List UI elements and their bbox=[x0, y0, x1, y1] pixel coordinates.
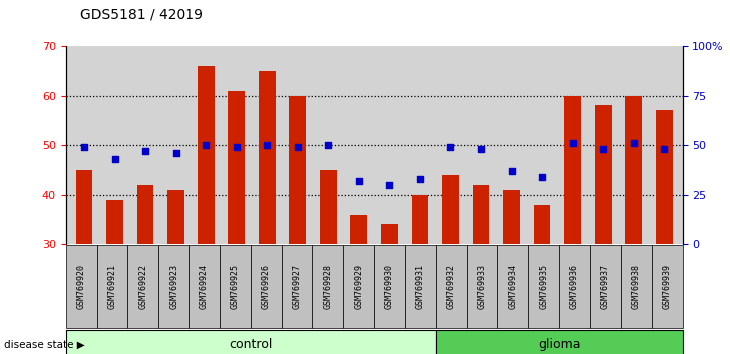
Point bbox=[383, 182, 395, 188]
Text: GSM769937: GSM769937 bbox=[601, 264, 610, 309]
Point bbox=[78, 144, 90, 150]
Point bbox=[414, 176, 426, 182]
Bar bbox=[656, 110, 672, 244]
Point bbox=[200, 142, 212, 148]
Point bbox=[261, 142, 273, 148]
Bar bbox=[472, 185, 489, 244]
Bar bbox=[76, 170, 93, 244]
Bar bbox=[626, 96, 642, 244]
Text: GSM769923: GSM769923 bbox=[169, 264, 178, 309]
Bar bbox=[106, 200, 123, 244]
Point bbox=[628, 140, 639, 146]
Text: GSM769930: GSM769930 bbox=[385, 264, 394, 309]
Point bbox=[353, 178, 365, 184]
Text: GSM769938: GSM769938 bbox=[631, 264, 641, 309]
Text: GSM769922: GSM769922 bbox=[138, 264, 147, 309]
Text: GSM769936: GSM769936 bbox=[570, 264, 579, 309]
Text: GSM769926: GSM769926 bbox=[261, 264, 271, 309]
Bar bbox=[564, 96, 581, 244]
Bar bbox=[259, 71, 276, 244]
Point bbox=[597, 146, 609, 152]
Text: GSM769929: GSM769929 bbox=[354, 264, 364, 309]
Point bbox=[537, 174, 548, 180]
Point bbox=[566, 140, 578, 146]
Point bbox=[506, 168, 518, 174]
Text: GSM769927: GSM769927 bbox=[293, 264, 301, 309]
Point bbox=[109, 156, 120, 162]
Bar bbox=[381, 224, 398, 244]
Text: GSM769935: GSM769935 bbox=[539, 264, 548, 309]
Text: GDS5181 / 42019: GDS5181 / 42019 bbox=[80, 7, 203, 21]
Text: GSM769921: GSM769921 bbox=[107, 264, 117, 309]
Bar bbox=[228, 91, 245, 244]
Text: GSM769933: GSM769933 bbox=[477, 264, 487, 309]
Bar bbox=[534, 205, 550, 244]
Text: GSM769925: GSM769925 bbox=[231, 264, 240, 309]
Point bbox=[139, 148, 151, 154]
Point bbox=[292, 144, 304, 150]
Text: GSM769920: GSM769920 bbox=[77, 264, 85, 309]
Bar bbox=[412, 195, 429, 244]
Bar bbox=[137, 185, 153, 244]
Bar bbox=[320, 170, 337, 244]
Bar bbox=[289, 96, 306, 244]
Point bbox=[231, 144, 242, 150]
Text: disease state ▶: disease state ▶ bbox=[4, 340, 85, 350]
Bar bbox=[503, 190, 520, 244]
Text: control: control bbox=[229, 338, 272, 352]
Point bbox=[323, 142, 334, 148]
Bar bbox=[595, 105, 612, 244]
Text: GSM769934: GSM769934 bbox=[508, 264, 518, 309]
Text: GSM769932: GSM769932 bbox=[447, 264, 456, 309]
Bar bbox=[350, 215, 367, 244]
Point bbox=[170, 150, 182, 156]
Point bbox=[445, 144, 456, 150]
Text: glioma: glioma bbox=[538, 338, 580, 352]
Bar bbox=[442, 175, 459, 244]
Text: GSM769939: GSM769939 bbox=[663, 264, 672, 309]
Text: GSM769931: GSM769931 bbox=[416, 264, 425, 309]
Text: GSM769924: GSM769924 bbox=[200, 264, 209, 309]
Bar bbox=[198, 66, 215, 244]
Point bbox=[658, 146, 670, 152]
Text: GSM769928: GSM769928 bbox=[323, 264, 332, 309]
Point bbox=[475, 146, 487, 152]
Bar bbox=[167, 190, 184, 244]
